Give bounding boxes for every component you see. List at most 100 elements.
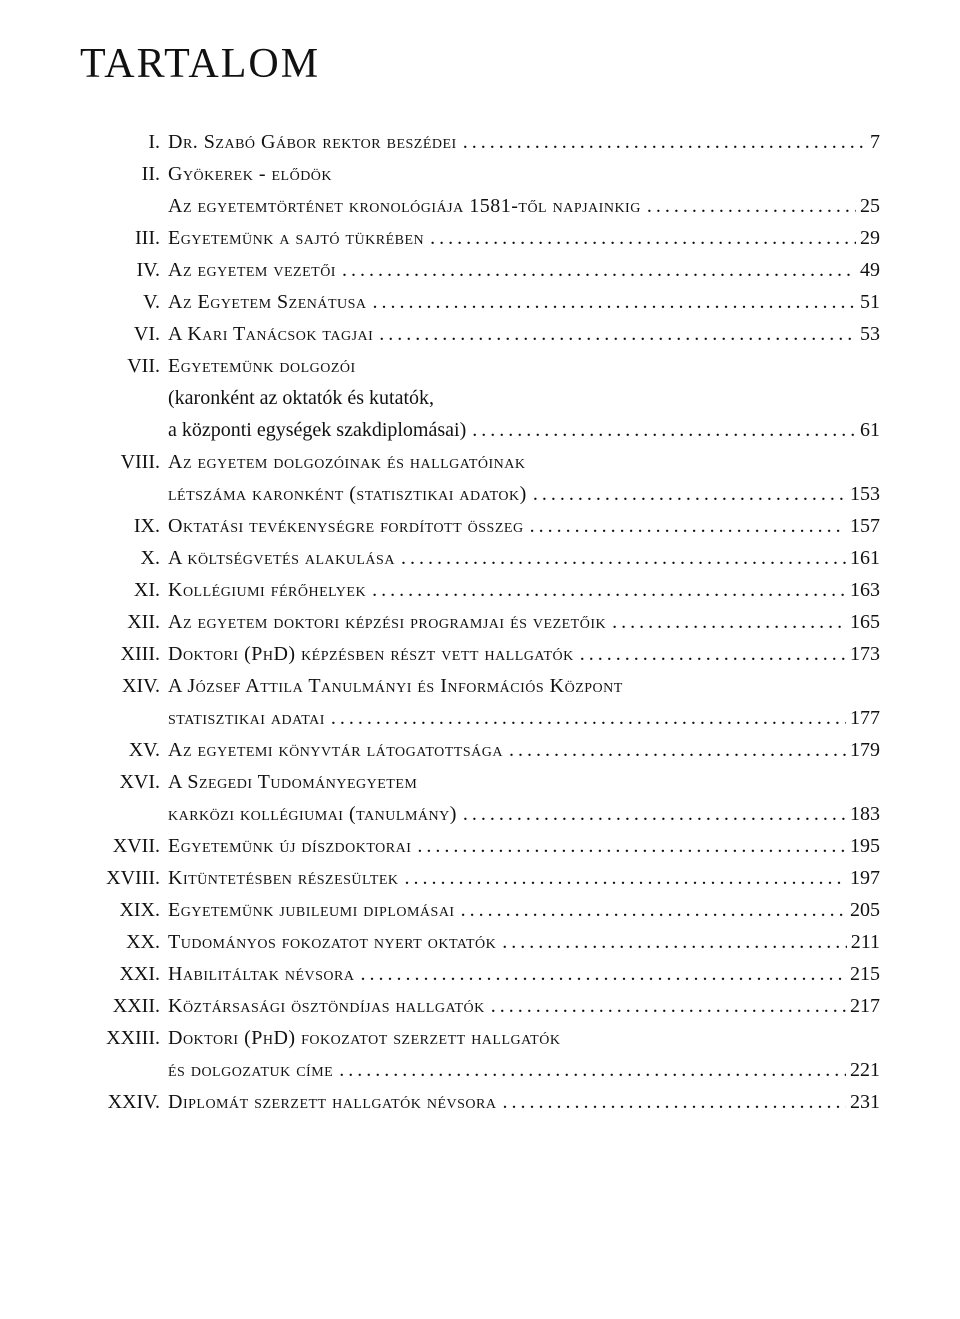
- toc-page-number: 161: [846, 542, 880, 574]
- page-title: TARTALOM: [80, 40, 880, 88]
- toc-entry-label: (karonként az oktatók és kutatók,: [168, 382, 434, 414]
- toc-leader-dots: [395, 542, 846, 574]
- toc-row: XVIII.Kitüntetésben részesültek 197: [80, 862, 880, 894]
- toc-leader-dots: [457, 126, 866, 158]
- toc-entry-label: Az egyetemtörténet kronológiája 1581-től…: [168, 190, 641, 222]
- toc-row: XXII.Köztársasági ösztöndíjas hallgatók2…: [80, 990, 880, 1022]
- toc-page-number: 157: [846, 510, 880, 542]
- toc-row: statisztikai adatai177: [80, 702, 880, 734]
- toc-roman-numeral: XVIII.: [80, 862, 168, 894]
- toc-entry-label: Oktatási tevékenységre fordított összeg: [168, 510, 524, 542]
- toc-entry-label: A Kari Tanácsok tagjai: [168, 318, 373, 350]
- toc-leader-dots: [367, 286, 856, 318]
- toc-page-number: 215: [846, 958, 880, 990]
- toc-row: VI.A Kari Tanácsok tagjai 53: [80, 318, 880, 350]
- toc-leader-dots: [373, 318, 856, 350]
- toc-entry-label: Egyetemünk a sajtó tükrében: [168, 222, 424, 254]
- toc-entry-label: Az egyetem doktori képzési programjai és…: [168, 606, 606, 638]
- toc-row: XV.Az egyetemi könyvtár látogatottsága17…: [80, 734, 880, 766]
- toc-page-number: 165: [846, 606, 880, 638]
- toc-roman-numeral: XX.: [80, 926, 168, 958]
- toc-entry-label: Egyetemünk új díszdoktorai: [168, 830, 411, 862]
- toc-roman-numeral: XXI.: [80, 958, 168, 990]
- toc-leader-dots: [411, 830, 846, 862]
- toc-page-number: 7: [866, 126, 880, 158]
- toc-page-number: 195: [846, 830, 880, 862]
- toc-leader-dots: [333, 1054, 846, 1086]
- toc-row: XII.Az egyetem doktori képzési programja…: [80, 606, 880, 638]
- toc-entry-label: Az egyetemi könyvtár látogatottsága: [168, 734, 503, 766]
- toc-roman-numeral: XI.: [80, 574, 168, 606]
- toc-row: IX.Oktatási tevékenységre fordított össz…: [80, 510, 880, 542]
- toc-roman-numeral: XVII.: [80, 830, 168, 862]
- toc-roman-numeral: V.: [80, 286, 168, 318]
- toc-roman-numeral: II.: [80, 158, 168, 190]
- toc-leader-dots: [354, 958, 846, 990]
- toc-leader-dots: [424, 222, 856, 254]
- toc-roman-numeral: III.: [80, 222, 168, 254]
- toc-page-number: 217: [846, 990, 880, 1022]
- toc-row: (karonként az oktatók és kutatók,: [80, 382, 880, 414]
- toc-row: létszáma karonként (statisztikai adatok)…: [80, 478, 880, 510]
- toc-page-number: 173: [846, 638, 880, 670]
- toc-row: karközi kollégiumai (tanulmány) 183: [80, 798, 880, 830]
- toc-leader-dots: [455, 894, 846, 926]
- toc-roman-numeral: VI.: [80, 318, 168, 350]
- toc-leader-dots: [457, 798, 846, 830]
- toc-entry-label: Gyökerek - elődök: [168, 158, 332, 190]
- toc-leader-dots: [606, 606, 846, 638]
- toc-row: XVI.A Szegedi Tudományegyetem: [80, 766, 880, 798]
- toc-page-number: 197: [846, 862, 880, 894]
- toc-entry-label: Kitüntetésben részesültek: [168, 862, 399, 894]
- toc-row: X.A költségvetés alakulása161: [80, 542, 880, 574]
- toc-row: VII.Egyetemünk dolgozói: [80, 350, 880, 382]
- toc-entry-label: Doktori (PhD) képzésben részt vett hallg…: [168, 638, 574, 670]
- toc-roman-numeral: XXIV.: [80, 1086, 168, 1118]
- toc-page-number: 183: [846, 798, 880, 830]
- toc-entry-label: karközi kollégiumai (tanulmány): [168, 798, 457, 830]
- toc-page-number: 53: [856, 318, 880, 350]
- toc-page-number: 179: [846, 734, 880, 766]
- toc-roman-numeral: XIII.: [80, 638, 168, 670]
- toc-page-number: 163: [846, 574, 880, 606]
- toc-roman-numeral: XXIII.: [80, 1022, 168, 1054]
- toc-page-number: 61: [856, 414, 880, 446]
- toc-leader-dots: [574, 638, 846, 670]
- toc-row: Az egyetemtörténet kronológiája 1581-től…: [80, 190, 880, 222]
- toc-page-number: 153: [846, 478, 880, 510]
- toc-leader-dots: [485, 990, 846, 1022]
- toc-entry-label: Diplomát szerzett hallgatók névsora: [168, 1086, 496, 1118]
- toc-row: XXI.Habilitáltak névsora 215: [80, 958, 880, 990]
- toc-roman-numeral: IX.: [80, 510, 168, 542]
- toc-roman-numeral: X.: [80, 542, 168, 574]
- toc-page-number: 221: [846, 1054, 880, 1086]
- toc-page-number: 177: [846, 702, 880, 734]
- page: TARTALOM I.Dr. Szabó Gábor rektor beszéd…: [0, 0, 960, 1319]
- toc-row: XX.Tudományos fokozatot nyert oktatók211: [80, 926, 880, 958]
- toc-entry-label: Az egyetem dolgozóinak és hallgatóinak: [168, 446, 526, 478]
- toc-row: XVII.Egyetemünk új díszdoktorai 195: [80, 830, 880, 862]
- toc-entry-label: A József Attila Tanulmányi és Információ…: [168, 670, 623, 702]
- toc-roman-numeral: VIII.: [80, 446, 168, 478]
- toc-row: XXIV.Diplomát szerzett hallgatók névsora…: [80, 1086, 880, 1118]
- toc-page-number: 205: [846, 894, 880, 926]
- toc-entry-label: a központi egységek szakdiplomásai): [168, 414, 466, 446]
- toc-row: II.Gyökerek - elődök: [80, 158, 880, 190]
- toc-leader-dots: [496, 926, 847, 958]
- toc-row: V.Az Egyetem Szenátusa51: [80, 286, 880, 318]
- toc-roman-numeral: XXII.: [80, 990, 168, 1022]
- toc-roman-numeral: XIX.: [80, 894, 168, 926]
- toc-row: XIII.Doktori (PhD) képzésben részt vett …: [80, 638, 880, 670]
- toc-leader-dots: [496, 1086, 846, 1118]
- toc-page-number: 231: [846, 1086, 880, 1118]
- toc-entry-label: Doktori (PhD) fokozatot szerzett hallgat…: [168, 1022, 560, 1054]
- toc-roman-numeral: I.: [80, 126, 168, 158]
- toc-roman-numeral: XIV.: [80, 670, 168, 702]
- toc-entry-label: Habilitáltak névsora: [168, 958, 354, 990]
- toc-roman-numeral: XVI.: [80, 766, 168, 798]
- toc-page-number: 211: [847, 926, 880, 958]
- toc-page-number: 49: [856, 254, 880, 286]
- toc-leader-dots: [336, 254, 856, 286]
- toc-entry-label: Egyetemünk jubileumi diplomásai: [168, 894, 455, 926]
- toc-leader-dots: [399, 862, 846, 894]
